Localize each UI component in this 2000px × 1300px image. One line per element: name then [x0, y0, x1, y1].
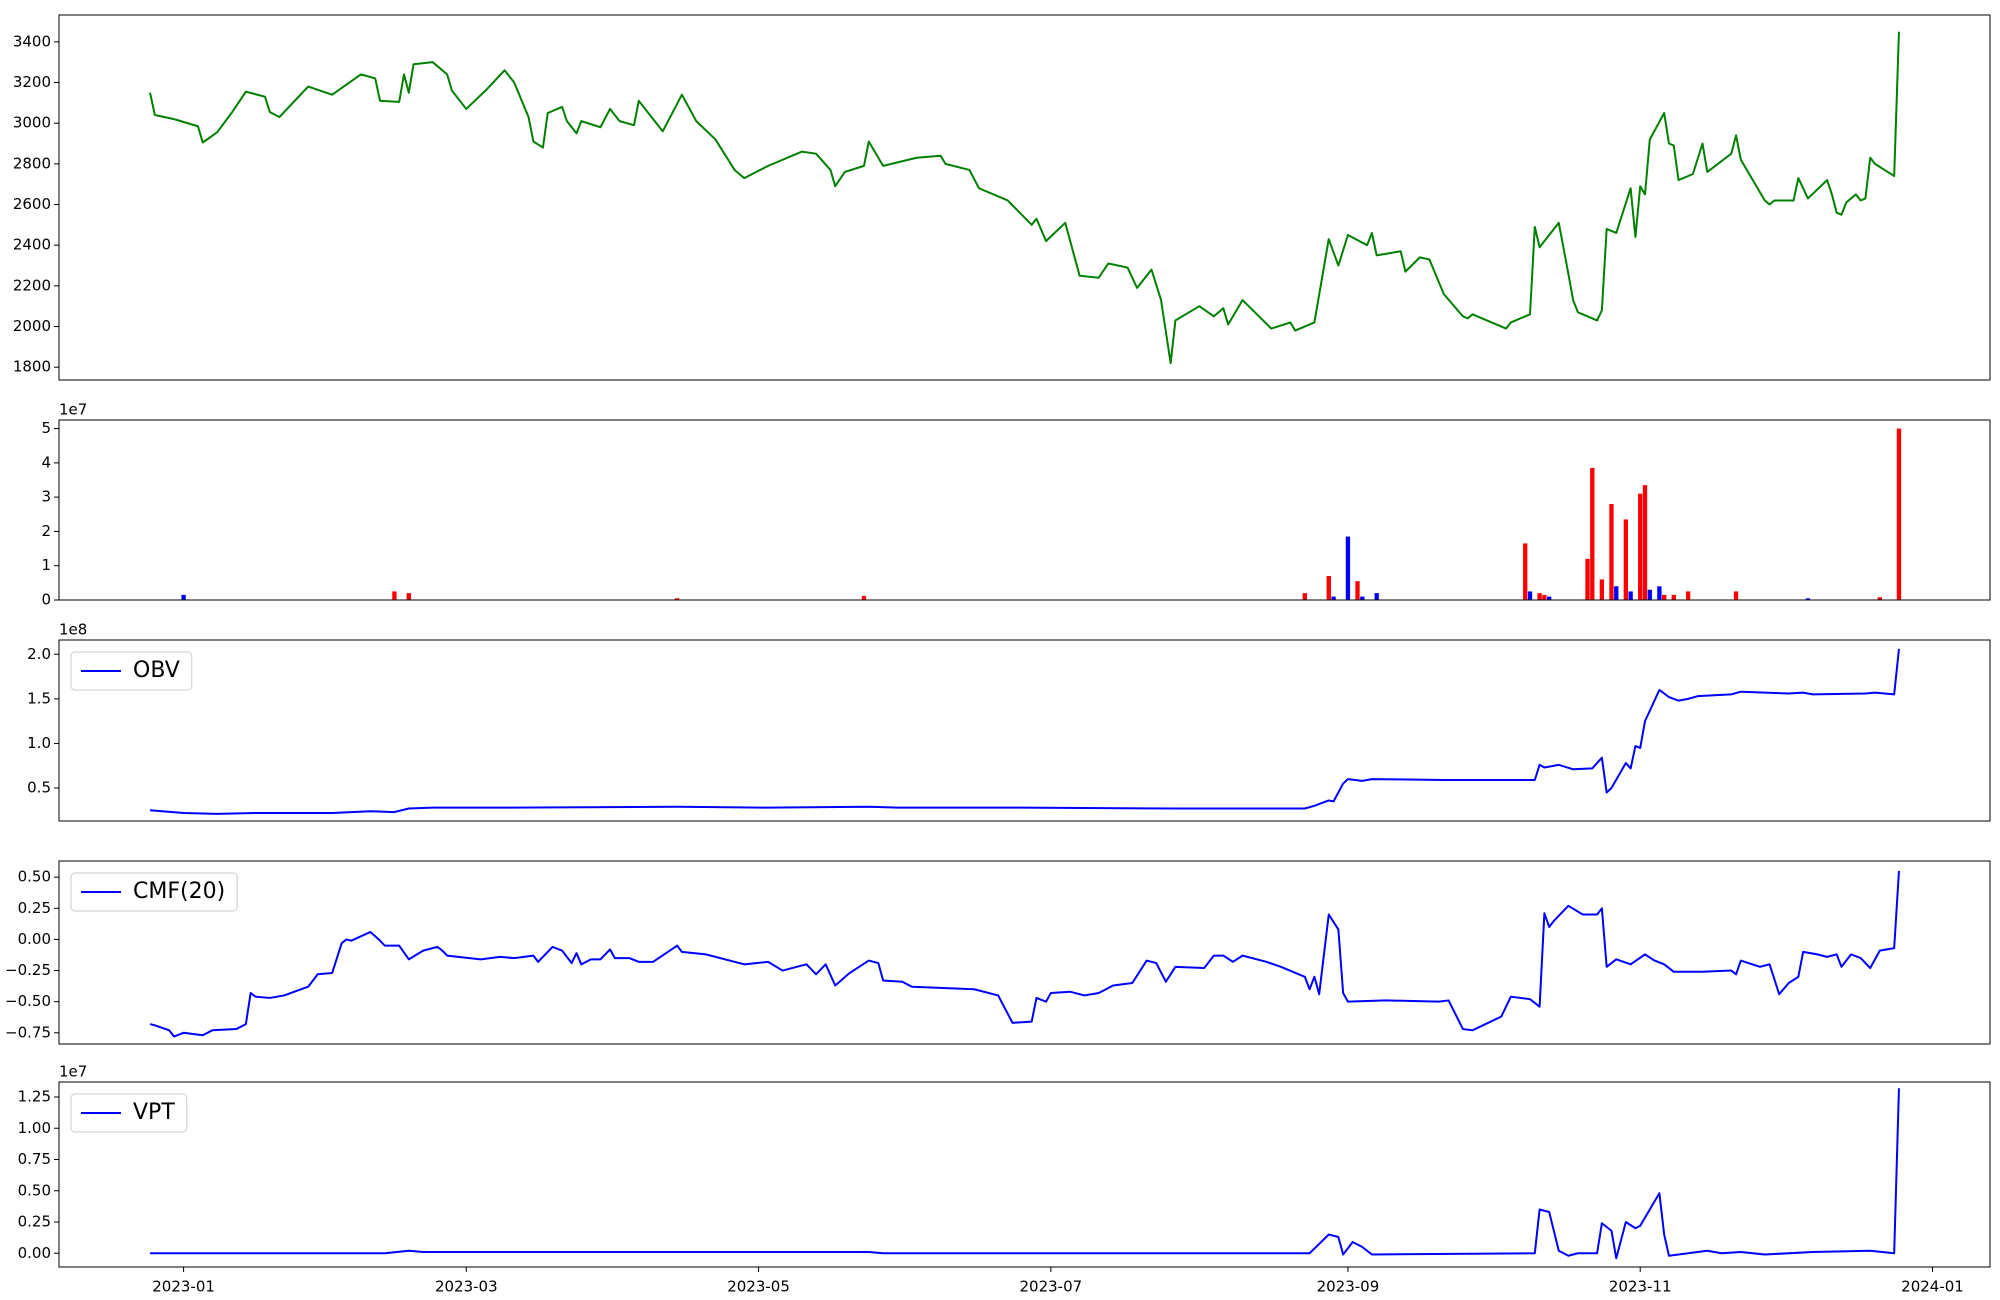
volume-bar	[1662, 594, 1667, 600]
y-tick-label: 3400	[13, 32, 51, 50]
volume-bar	[1896, 428, 1902, 600]
y-tick-label: 2600	[13, 195, 51, 213]
volume-bar	[1805, 598, 1811, 600]
volume-bar	[1877, 597, 1882, 600]
legend-box	[70, 1093, 188, 1133]
volume-bar	[1642, 485, 1648, 600]
volume-bar	[1302, 593, 1307, 600]
y-tick-label: 2.0	[27, 645, 51, 663]
legend-label: CMF(20)	[133, 879, 225, 904]
y-tick-label: 2	[41, 522, 51, 540]
y-tick-label: 3	[41, 488, 51, 506]
volume-bar	[1647, 589, 1652, 600]
axes-frame	[58, 860, 1991, 1045]
volume-bar	[1523, 543, 1528, 600]
x-tick-label: 2023-11	[1609, 1278, 1672, 1296]
y-tick-label: 3200	[13, 73, 51, 91]
legend-box	[70, 872, 238, 912]
x-tick-label: 2024-01	[1901, 1278, 1964, 1296]
volume-bar	[1542, 594, 1547, 600]
y-tick-label: 0.00	[18, 930, 51, 948]
y-tick-label: −0.75	[5, 1023, 51, 1041]
y-tick-label: 1800	[13, 358, 51, 376]
volume-bar	[1527, 591, 1533, 600]
volume-bar	[861, 595, 867, 600]
volume-bar	[1590, 468, 1595, 600]
volume-bar	[1609, 504, 1614, 600]
volume-bar	[1657, 586, 1662, 600]
x-tick-label: 2023-05	[727, 1278, 790, 1296]
y-tick-label: 0.5	[27, 779, 51, 797]
legend-label: VPT	[133, 1100, 175, 1125]
volume-bar	[1331, 596, 1336, 600]
series-line	[149, 870, 1900, 1038]
volume-bar	[1345, 536, 1351, 600]
volume-bar	[1360, 596, 1365, 600]
y-tick-label: 3000	[13, 114, 51, 132]
y-tick-label: 1.5	[27, 689, 51, 707]
series-line	[149, 648, 1900, 815]
axis-offset-label: 1e7	[59, 401, 87, 419]
volume-bar	[392, 591, 397, 600]
y-tick-label: −0.25	[5, 961, 51, 979]
axis-offset-label: 1e8	[59, 621, 87, 639]
volume-bar	[406, 593, 411, 600]
y-tick-label: 0.25	[18, 899, 51, 917]
x-tick-label: 2023-07	[1020, 1278, 1083, 1296]
y-tick-label: 2400	[13, 236, 51, 254]
y-tick-label: −0.50	[5, 992, 51, 1010]
y-tick-label: 5	[41, 419, 51, 437]
y-tick-label: 0.50	[18, 868, 51, 886]
y-tick-label: 0.50	[18, 1181, 51, 1199]
volume-bar	[1671, 594, 1676, 600]
volume-bar	[1614, 586, 1619, 600]
y-tick-label: 1.00	[18, 1119, 51, 1137]
y-tick-label: 2000	[13, 317, 51, 335]
x-tick-label: 2023-09	[1317, 1278, 1380, 1296]
volume-bar	[1628, 591, 1633, 600]
volume-bar	[1355, 581, 1360, 600]
y-tick-label: 2200	[13, 276, 51, 294]
volume-bar	[1733, 591, 1739, 600]
series-line	[149, 31, 1900, 365]
y-tick-label: 0	[41, 591, 51, 609]
volume-bar	[1685, 591, 1691, 600]
axes-frame	[58, 639, 1991, 822]
axes-frame	[58, 1081, 1991, 1268]
volume-bar	[1547, 596, 1552, 600]
y-tick-label: 1.25	[18, 1088, 51, 1106]
axis-offset-label: 1e7	[59, 1063, 87, 1081]
volume-bar	[1537, 593, 1542, 600]
volume-bar	[1623, 519, 1628, 600]
volume-bar	[674, 598, 680, 600]
volume-bar	[1638, 493, 1643, 600]
volume-bar	[1585, 558, 1590, 600]
y-tick-label: 0.75	[18, 1150, 51, 1168]
y-tick-label: 0.25	[18, 1213, 51, 1231]
axes-frame	[58, 419, 1991, 601]
x-tick-label: 2023-01	[152, 1278, 215, 1296]
volume-bar	[1599, 579, 1605, 600]
x-tick-label: 2023-03	[435, 1278, 498, 1296]
series-line	[150, 1088, 1900, 1260]
legend-box	[70, 651, 193, 691]
y-tick-label: 4	[41, 453, 51, 471]
y-tick-label: 0.00	[18, 1244, 51, 1262]
y-tick-label: 1	[41, 556, 51, 574]
y-tick-label: 1.0	[27, 734, 51, 752]
volume-bar	[181, 594, 186, 600]
volume-bar	[1326, 576, 1331, 600]
axes-frame	[58, 14, 1991, 381]
legend-label: OBV	[133, 658, 180, 683]
y-tick-label: 2800	[13, 154, 51, 172]
volume-bar	[1374, 593, 1379, 600]
